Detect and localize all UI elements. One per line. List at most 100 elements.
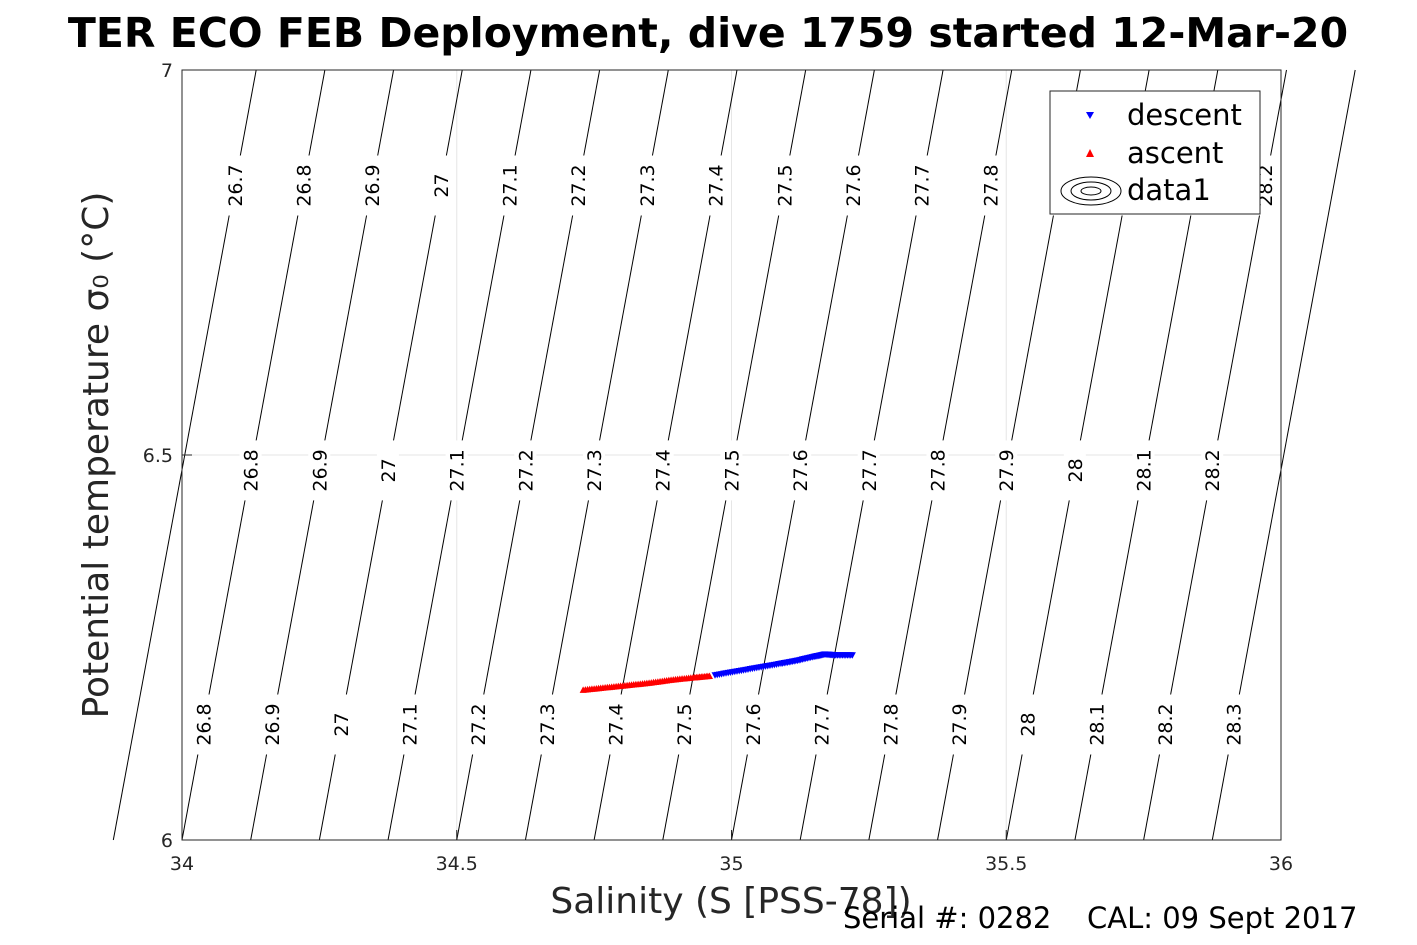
contour-label: 28.3 [1224, 703, 1246, 745]
contour-label: 27.3 [637, 164, 659, 206]
contour-label: 27.4 [653, 449, 675, 491]
legend-descent-marker [1086, 112, 1094, 119]
contour-label-mask [1063, 440, 1086, 501]
contour-label-mask [773, 155, 796, 216]
contour-label-mask [1154, 694, 1177, 755]
contour-label-mask [376, 440, 399, 501]
contour-label: 27.2 [468, 703, 490, 745]
contour-label-mask [841, 155, 864, 216]
contour-label: 28.2 [1202, 449, 1224, 491]
contour-label: 27.2 [515, 449, 537, 491]
contour-label-mask [704, 155, 727, 216]
contour-label-mask [261, 694, 284, 755]
contour-label: 28 [1065, 458, 1087, 482]
contour-label: 28 [1018, 712, 1040, 736]
contour-label-mask [361, 155, 384, 216]
contour-label-mask [926, 440, 949, 501]
contour-label-mask [567, 155, 590, 216]
contour-label: 27.8 [980, 164, 1002, 206]
serial-number: Serial #: 0282 [843, 901, 1051, 935]
contour-label: 27.5 [721, 449, 743, 491]
ascent-point [706, 672, 714, 679]
legend-ascent-marker [1086, 149, 1094, 157]
contour-label-mask [223, 155, 246, 216]
contour-label: 28.2 [1155, 703, 1177, 745]
contour-label-mask [239, 440, 262, 501]
contour-label-mask [789, 440, 812, 501]
contour-label: 27.1 [500, 164, 522, 206]
descent-point [848, 652, 856, 659]
contour-label-mask [947, 694, 970, 755]
contour-label-mask [1222, 694, 1245, 755]
contour-label: 27.4 [706, 164, 728, 206]
contour-label-mask [308, 440, 331, 501]
contour-label: 27.7 [812, 703, 834, 745]
contour-label-mask [583, 440, 606, 501]
y-tick-label: 6 [161, 830, 173, 852]
contour-label: 27.1 [399, 703, 421, 745]
legend-data1-label: data1 [1127, 173, 1211, 207]
contour-label: 27.6 [790, 449, 812, 491]
y-tick-label: 6.5 [143, 445, 173, 467]
contour-label-mask [1016, 694, 1039, 755]
chart-title: TER ECO FEB Deployment, dive 1759 starte… [68, 9, 1348, 57]
contour-label: 26.9 [309, 449, 331, 491]
contour-label: 26.8 [193, 703, 215, 745]
contour-label-mask [467, 694, 490, 755]
contour-label: 27.5 [674, 703, 696, 745]
contour-label-mask [810, 694, 833, 755]
contour-label: 27.4 [606, 703, 628, 745]
contour-label: 27.1 [447, 449, 469, 491]
contour-label-mask [604, 694, 627, 755]
contour-label: 27 [378, 458, 400, 482]
contour-label: 27 [331, 712, 353, 736]
x-tick-label: 36 [1269, 853, 1293, 875]
contour-label: 26.8 [241, 449, 263, 491]
contour-label-mask [1201, 440, 1224, 501]
contour-label: 27.7 [912, 164, 934, 206]
contour-label-mask [857, 440, 880, 501]
legend: descent ascent data1 [1049, 90, 1261, 215]
legend-ascent-label: ascent [1127, 136, 1223, 170]
legend-contour-icon [1060, 176, 1122, 206]
contour-label: 26.7 [225, 164, 247, 206]
contour-label-mask [673, 694, 696, 755]
contour-label: 27.7 [859, 449, 881, 491]
contour-label-mask [741, 694, 764, 755]
contour-label: 27.3 [537, 703, 559, 745]
contour-label-mask [192, 694, 215, 755]
contour-label: 28.2 [1255, 164, 1277, 206]
contour-label: 27.9 [949, 703, 971, 745]
contour-label-mask [398, 694, 421, 755]
descent-series [711, 651, 856, 679]
contour-label-mask [498, 155, 521, 216]
contour-label-mask [635, 155, 658, 216]
contour-label: 28.1 [1086, 703, 1108, 745]
contour-label: 28.1 [1134, 449, 1156, 491]
contour-label: 26.9 [362, 164, 384, 206]
contour-label: 26.9 [262, 703, 284, 745]
legend-descent-label: descent [1127, 98, 1242, 132]
contour-label-mask [445, 440, 468, 501]
contour-label: 27.6 [843, 164, 865, 206]
contour-label: 27.9 [996, 449, 1018, 491]
contour-label: 27.6 [743, 703, 765, 745]
contour-label: 27.3 [584, 449, 606, 491]
contour-label-mask [995, 440, 1018, 501]
contour-label-mask [720, 440, 743, 501]
x-axis-label: Salinity (S [PSS-78]) [550, 881, 911, 922]
contour-label-mask [910, 155, 933, 216]
contour-label: 27 [431, 173, 453, 197]
contour-label-mask [329, 694, 352, 755]
contour-label-mask [429, 155, 452, 216]
contour-label-mask [1085, 694, 1108, 755]
contour-label-mask [535, 694, 558, 755]
x-tick-label: 35.5 [985, 853, 1027, 875]
contour-label: 27.8 [880, 703, 902, 745]
contour-label-mask [292, 155, 315, 216]
y-axis-label: Potential temperature σ₀ (°C) [76, 192, 117, 719]
contour-label: 27.2 [568, 164, 590, 206]
density-contours: 26.7 26.8 26.8 26.8 26.9 26.9 26.9 27 27 27 27.1 27… [112, 69, 1356, 841]
axis-ticks: 34 34.5 35 35.5 36 6 6.5 7 [143, 60, 1293, 875]
